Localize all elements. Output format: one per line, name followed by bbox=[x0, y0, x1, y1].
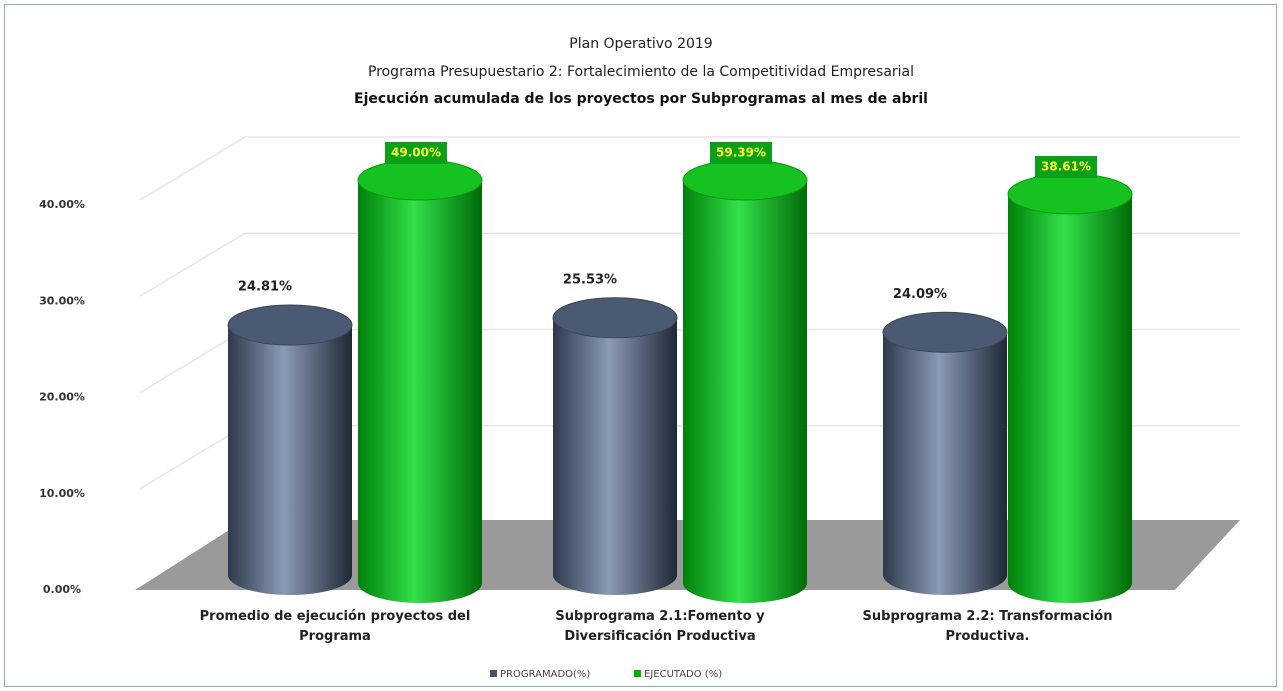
x-tick-label: Subprograma 2.1:Fomento y Diversificació… bbox=[555, 609, 765, 644]
x-tick-label: Subprograma 2.2: Transformación Producti… bbox=[862, 609, 1113, 644]
bar-top bbox=[227, 304, 353, 346]
legend-label: PROGRAMADO(%) bbox=[500, 669, 590, 680]
bar-body bbox=[358, 180, 482, 583]
bar bbox=[357, 159, 483, 603]
x-tick-label: Promedio de ejecución proyectos del Prog… bbox=[199, 609, 471, 644]
chart-subtitle: Programa Presupuestario 2: Fortalecimien… bbox=[368, 64, 914, 80]
data-label: 24.81% bbox=[238, 280, 292, 295]
y-tick-label: 20.00% bbox=[39, 391, 85, 404]
bar bbox=[682, 159, 808, 603]
bar-top bbox=[552, 297, 678, 339]
grid-line bbox=[139, 232, 1240, 297]
y-tick-label: 10.00% bbox=[39, 487, 85, 500]
grid-line bbox=[139, 136, 1240, 201]
bar-top bbox=[882, 311, 1008, 353]
bar bbox=[552, 297, 678, 595]
data-label-box bbox=[385, 142, 447, 164]
bar bbox=[882, 311, 1008, 595]
bar-body bbox=[683, 180, 807, 583]
bar bbox=[1007, 173, 1133, 603]
legend-swatch bbox=[634, 670, 641, 677]
y-tick-label: 40.00% bbox=[39, 198, 85, 211]
data-label: 25.53% bbox=[563, 272, 617, 287]
bar-top bbox=[357, 159, 483, 201]
chart-frame bbox=[4, 4, 1277, 687]
y-tick-label: 0.00% bbox=[43, 583, 81, 596]
data-label-box bbox=[710, 142, 772, 164]
legend-swatch bbox=[490, 670, 497, 677]
bar-body bbox=[883, 332, 1007, 575]
data-label: 24.09% bbox=[893, 287, 947, 302]
bar-body bbox=[1008, 194, 1132, 583]
data-label-box bbox=[1035, 156, 1097, 179]
bar-body bbox=[228, 325, 352, 575]
legend-label: EJECUTADO (%) bbox=[644, 669, 722, 680]
chart-title: Plan Operativo 2019 bbox=[569, 36, 712, 52]
bar-body bbox=[553, 317, 677, 575]
bar-top bbox=[682, 159, 808, 201]
data-label: 59.39% bbox=[716, 146, 766, 160]
bar bbox=[227, 304, 353, 595]
chart-subtitle: Ejecución acumulada de los proyectos por… bbox=[354, 91, 928, 107]
data-label: 49.00% bbox=[391, 146, 441, 160]
y-tick-label: 30.00% bbox=[39, 294, 85, 307]
bar-top bbox=[1007, 173, 1133, 215]
data-label: 38.61% bbox=[1041, 160, 1091, 174]
